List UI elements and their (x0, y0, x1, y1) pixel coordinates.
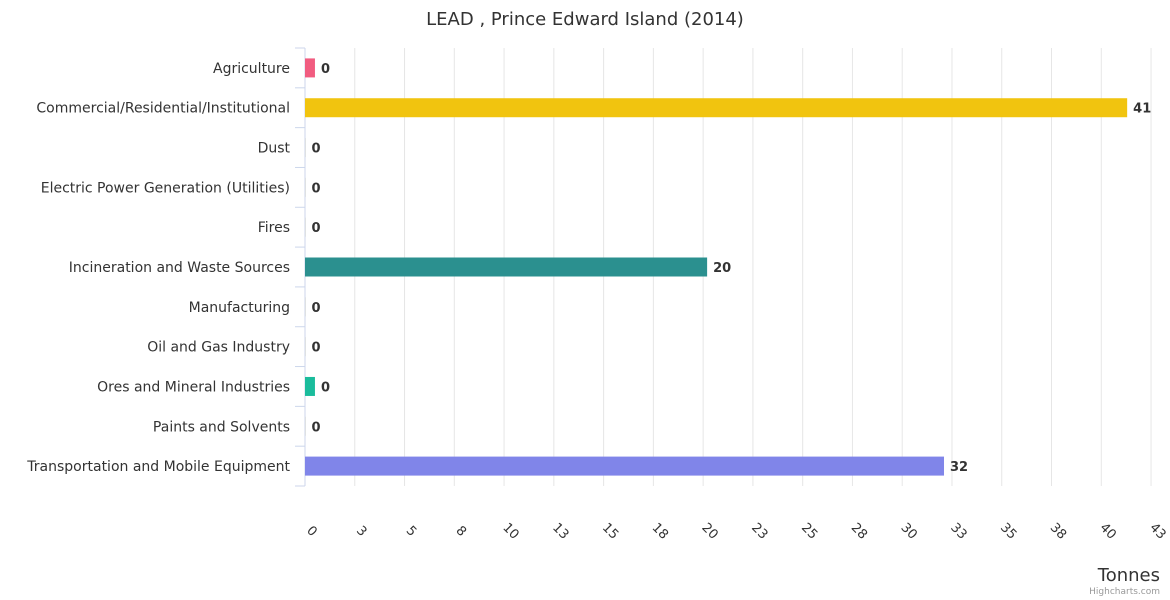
x-tick-label: 25 (798, 520, 820, 542)
bar[interactable] (305, 257, 708, 277)
bar[interactable] (305, 456, 945, 476)
data-label: 0 (321, 62, 330, 77)
data-label: 0 (312, 301, 321, 316)
data-label: 0 (312, 420, 321, 435)
x-axis-title: Tonnes (1097, 565, 1160, 586)
x-tick-label: 13 (549, 520, 571, 542)
bar[interactable] (305, 58, 315, 78)
category-label: Ores and Mineral Industries (97, 379, 290, 395)
data-label: 0 (321, 380, 330, 395)
chart-title: LEAD , Prince Edward Island (2014) (426, 9, 744, 30)
category-label: Incineration and Waste Sources (69, 260, 290, 276)
category-label: Oil and Gas Industry (147, 340, 290, 356)
category-label: Electric Power Generation (Utilities) (41, 180, 290, 196)
x-tick-label: 8 (453, 523, 469, 539)
x-axis-ticks: 0 3 5 8 10 13 15 18 20 23 25 28 30 33 35 38 40 43 (303, 520, 1168, 542)
x-tick-label: 43 (1146, 520, 1168, 542)
data-label: 0 (312, 341, 321, 356)
x-tick-label: 30 (898, 520, 920, 542)
x-tick-label: 38 (1047, 520, 1069, 542)
bar[interactable] (305, 376, 315, 396)
category-label: Paints and Solvents (153, 419, 290, 435)
x-tick-label: 3 (353, 523, 369, 539)
bar[interactable] (305, 337, 306, 357)
data-label: 32 (950, 460, 968, 475)
data-label: 0 (312, 142, 321, 157)
bar[interactable] (305, 98, 1128, 118)
x-tick-label: 18 (649, 520, 671, 542)
category-label: Manufacturing (189, 300, 290, 316)
bar[interactable] (305, 217, 306, 237)
bars (305, 58, 1128, 476)
data-label: 0 (312, 181, 321, 196)
x-tick-label: 40 (1097, 520, 1119, 542)
x-tick-label: 20 (698, 520, 720, 542)
bar[interactable] (305, 177, 306, 197)
x-tick-label: 33 (947, 520, 969, 542)
category-label: Agriculture (213, 61, 290, 77)
credits-link[interactable]: Highcharts.com (1089, 587, 1160, 597)
data-label: 20 (713, 261, 731, 276)
x-tick-label: 28 (848, 520, 870, 542)
data-labels: 0 41 0 0 0 20 0 0 0 0 32 (312, 62, 1152, 475)
x-tick-label: 0 (303, 523, 319, 539)
x-tick-label: 23 (748, 520, 770, 542)
x-tick-label: 35 (997, 520, 1019, 542)
data-label: 41 (1133, 102, 1151, 117)
data-label: 0 (312, 221, 321, 236)
category-label: Transportation and Mobile Equipment (26, 459, 290, 475)
category-label: Dust (258, 141, 291, 157)
bar[interactable] (305, 297, 306, 317)
x-tick-label: 15 (599, 520, 621, 542)
category-label: Commercial/Residential/Institutional (36, 101, 290, 117)
bar[interactable] (305, 416, 306, 436)
bar[interactable] (305, 138, 306, 158)
category-labels: Agriculture Commercial/Residential/Instit… (26, 61, 290, 475)
category-label: Fires (258, 220, 290, 236)
x-tick-label: 5 (403, 523, 419, 539)
x-tick-label: 10 (499, 520, 521, 542)
